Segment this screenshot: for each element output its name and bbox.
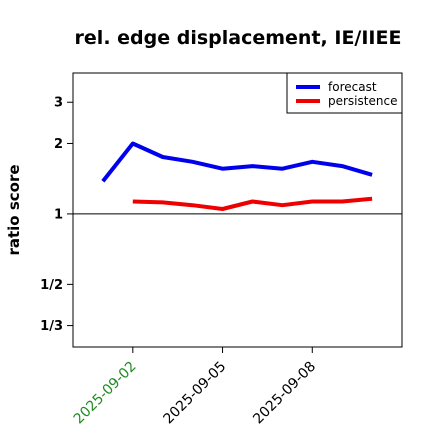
series-line-forecast xyxy=(101,141,373,183)
legend-label-persistence: persistence xyxy=(328,94,397,108)
legend-label-forecast: forecast xyxy=(328,80,377,94)
y-tick-label: 1/2 xyxy=(40,278,63,293)
x-tick-label: 2025-09-08 xyxy=(250,359,319,428)
y-tick-label: 2 xyxy=(54,137,63,152)
x-tick-label: 2025-09-05 xyxy=(161,359,230,428)
y-axis-label: ratio score xyxy=(5,164,23,255)
y-tick-label: 1/3 xyxy=(40,319,63,334)
y-tick-label: 1 xyxy=(54,207,63,222)
series-line-persistence xyxy=(132,196,373,211)
legend-box xyxy=(286,72,403,114)
x-tick-label: 2025-09-02 xyxy=(71,359,140,428)
y-tick-label: 3 xyxy=(54,96,63,111)
chart-title: rel. edge displacement, IE/IIEE xyxy=(75,27,402,49)
plot-frame xyxy=(72,72,403,348)
